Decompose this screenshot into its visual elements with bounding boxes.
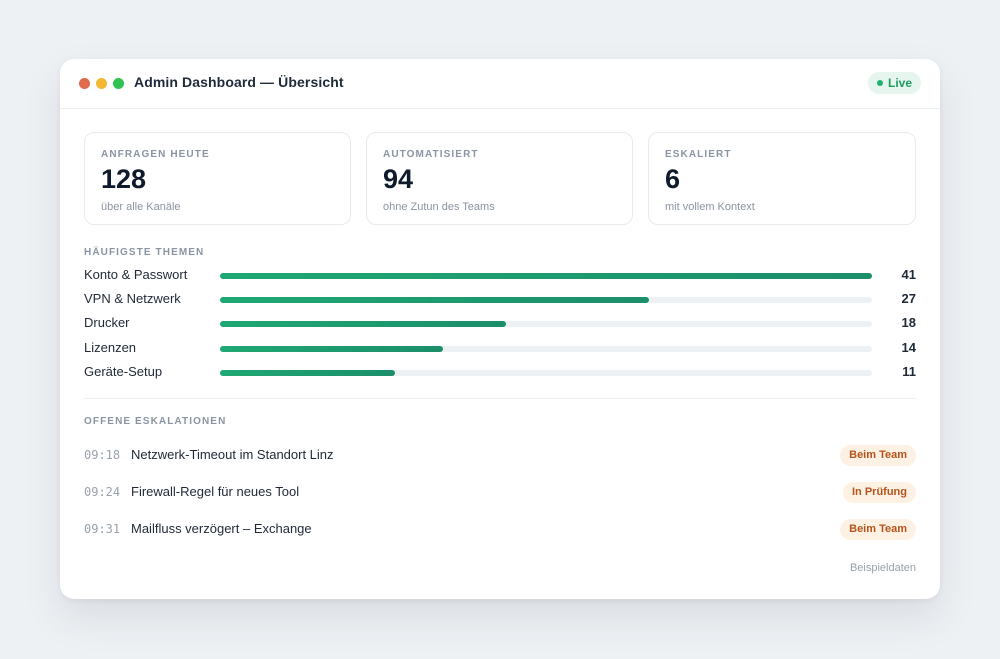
topic-count: 18 xyxy=(901,315,916,330)
escalation-status-badge: Beim Team xyxy=(840,445,916,466)
topic-bar-fill xyxy=(220,297,650,303)
topic-count: 14 xyxy=(901,340,916,355)
topic-label: Lizenzen xyxy=(84,340,137,355)
topic-bar-track xyxy=(220,370,872,376)
topic-bar-track xyxy=(220,321,872,327)
topic-bar-track xyxy=(220,346,872,352)
live-status-badge: Live xyxy=(867,72,921,94)
topic-count: 27 xyxy=(901,291,916,306)
escalation-time: 09:24 xyxy=(84,485,121,499)
stat-value: 6 xyxy=(665,164,681,194)
maximize-window-button[interactable] xyxy=(113,78,124,89)
stat-label: ANFRAGEN HEUTE xyxy=(101,149,210,160)
escalation-time: 09:18 xyxy=(84,448,121,462)
topic-row: Konto & Passwort 41 xyxy=(84,266,916,286)
sample-data-note: Beispieldaten xyxy=(849,562,916,574)
escalation-row[interactable]: 09:31 Mailfluss verzögert – Exchange Bei… xyxy=(84,519,916,541)
stat-card-requests: ANFRAGEN HEUTE 128 über alle Kanäle xyxy=(84,132,351,225)
topic-bar-track xyxy=(220,297,872,303)
topic-count: 11 xyxy=(902,364,916,379)
stat-card-automated: AUTOMATISIERT 94 ohne Zutun des Teams xyxy=(366,132,633,225)
title-bar: Admin Dashboard — Übersicht Live xyxy=(60,59,940,109)
escalation-status-badge: Beim Team xyxy=(840,519,916,540)
section-divider xyxy=(84,398,916,399)
topic-row: Lizenzen 14 xyxy=(84,339,916,359)
topic-label: Geräte-Setup xyxy=(84,364,163,379)
live-dot-icon xyxy=(876,80,883,86)
window-title: Admin Dashboard — Übersicht xyxy=(134,74,344,90)
close-window-button[interactable] xyxy=(79,78,90,89)
topic-bar-fill xyxy=(220,346,443,352)
escalation-title: Netzwerk-Timeout im Standort Linz xyxy=(131,447,334,462)
live-status-label: Live xyxy=(887,76,912,90)
topic-bar-fill xyxy=(220,370,395,376)
stat-card-escalated: ESKALIERT 6 mit vollem Kontext xyxy=(648,132,916,225)
topic-bar-fill xyxy=(220,321,507,327)
stat-label: AUTOMATISIERT xyxy=(383,149,479,160)
topic-label: Drucker xyxy=(84,315,130,330)
stat-value: 94 xyxy=(383,164,414,194)
escalation-row[interactable]: 09:18 Netzwerk-Timeout im Standort Linz … xyxy=(84,445,916,467)
escalation-status-badge: In Prüfung xyxy=(843,482,916,503)
escalation-title: Mailfluss verzögert – Exchange xyxy=(131,521,312,536)
topic-label: VPN & Netzwerk xyxy=(84,291,181,306)
stat-caption: mit vollem Kontext xyxy=(665,201,755,213)
stat-label: ESKALIERT xyxy=(665,149,732,160)
topics-heading: HÄUFIGSTE THEMEN xyxy=(84,247,205,258)
escalations-heading: OFFENE ESKALATIONEN xyxy=(84,416,227,427)
topic-row: Geräte-Setup 11 xyxy=(84,363,916,383)
topic-row: VPN & Netzwerk 27 xyxy=(84,290,916,310)
stat-caption: über alle Kanäle xyxy=(101,201,181,213)
topic-bar-track xyxy=(220,273,872,279)
dashboard-window: Admin Dashboard — Übersicht Live ANFRAGE… xyxy=(60,59,940,599)
topic-bar-fill xyxy=(220,273,872,279)
topic-count: 41 xyxy=(901,267,916,282)
topic-label: Konto & Passwort xyxy=(84,267,188,282)
stat-caption: ohne Zutun des Teams xyxy=(383,201,495,213)
minimize-window-button[interactable] xyxy=(96,78,107,89)
escalation-time: 09:31 xyxy=(84,522,121,536)
topic-row: Drucker 18 xyxy=(84,314,916,334)
escalation-row[interactable]: 09:24 Firewall-Regel für neues Tool In P… xyxy=(84,482,916,504)
stat-value: 128 xyxy=(101,164,147,194)
escalation-title: Firewall-Regel für neues Tool xyxy=(131,484,300,499)
